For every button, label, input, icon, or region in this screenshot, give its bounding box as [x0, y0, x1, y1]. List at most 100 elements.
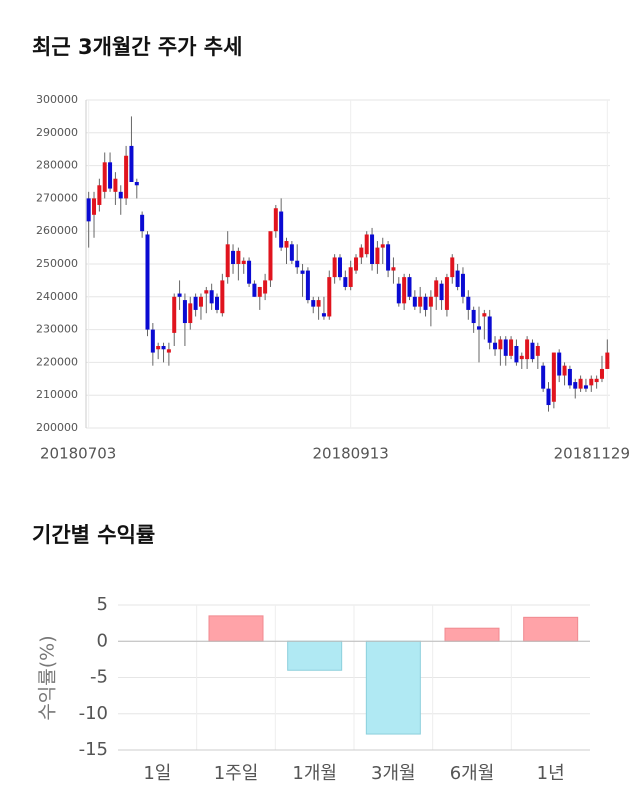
candle-body [220, 280, 225, 314]
candle-body [573, 382, 578, 389]
candle-body [439, 283, 444, 301]
candle-body [460, 273, 465, 297]
candle-body [215, 296, 219, 310]
candle-body [86, 198, 91, 222]
candle-body [204, 290, 209, 294]
candle-body [311, 300, 316, 307]
candle-body [471, 309, 476, 324]
candle-body [482, 313, 487, 317]
candle-body [321, 313, 326, 317]
candle-body [198, 296, 203, 307]
x-tick-label: 20180703 [40, 445, 116, 463]
candle-body [188, 303, 193, 324]
candle-body [396, 283, 401, 304]
y-tick-label: 260000 [36, 224, 78, 237]
candle-body [519, 355, 524, 360]
candle-body [343, 277, 348, 287]
candle-body [337, 257, 342, 278]
y-tick-label: 290000 [36, 126, 78, 139]
candle-body [113, 178, 118, 192]
candle-body [161, 346, 166, 350]
candle-body [498, 339, 503, 350]
candle-body [541, 365, 546, 389]
x-tick-label: 1주일 [214, 763, 259, 784]
candle-body [305, 270, 310, 301]
x-tick-label: 1개월 [292, 763, 337, 784]
candle-body [493, 342, 498, 350]
candle-body [134, 182, 139, 186]
candle-body [551, 352, 556, 402]
candle-body [252, 283, 257, 297]
candle-body [503, 339, 508, 356]
candle-body [589, 378, 594, 386]
candle-body [327, 277, 332, 317]
candle-body [530, 342, 535, 360]
candle-body [562, 365, 567, 376]
y-tick-label: 220000 [36, 355, 78, 368]
chart-title: 최근 3개월간 주가 추세 [32, 35, 242, 59]
candle-body [391, 267, 396, 271]
candle-body [97, 185, 102, 205]
y-tick-label: -5 [90, 667, 108, 688]
y-tick-label: -10 [79, 703, 108, 724]
candle-body [557, 352, 562, 376]
candle-body [247, 260, 252, 284]
bar [444, 627, 500, 642]
candle-body [140, 214, 145, 232]
candle-body [578, 378, 583, 389]
candle-body [257, 286, 262, 297]
candle-body [284, 241, 289, 248]
candle-body [455, 270, 460, 287]
y-tick-label: 280000 [36, 159, 78, 172]
candle-body [380, 244, 385, 248]
candle-body [295, 260, 300, 268]
candle-body [225, 244, 230, 278]
candle-body [156, 346, 161, 350]
candle-body [434, 280, 439, 297]
candle-body [370, 234, 375, 264]
candle-body [386, 244, 391, 271]
y-tick-label: 200000 [36, 421, 78, 434]
candle-body [546, 388, 551, 406]
candle-body [354, 257, 359, 271]
candle-body [466, 296, 471, 310]
candle-body [124, 155, 129, 199]
candle-body [359, 247, 364, 258]
candle-body [418, 296, 423, 307]
y-tick-label: 240000 [36, 290, 78, 303]
x-tick-label: 1일 [143, 763, 171, 784]
candle-body [129, 145, 134, 182]
y-tick-label: 230000 [36, 323, 78, 336]
candle-body [412, 296, 417, 307]
candle-body [316, 300, 321, 307]
candle-body [300, 270, 305, 274]
candle-body [118, 191, 123, 199]
candle-body [509, 339, 514, 356]
candle-body [102, 162, 107, 192]
candle-body [525, 339, 530, 360]
x-tick-label: 20181129 [554, 445, 630, 463]
bar [365, 640, 421, 735]
candle-body [193, 296, 198, 310]
candle-body [348, 267, 353, 287]
candle-body [177, 293, 182, 297]
candle-body [172, 296, 177, 333]
candle-body [428, 296, 433, 307]
candle-body [375, 247, 380, 264]
y-tick-label: 210000 [36, 388, 78, 401]
chart-title: 기간별 수익률 [32, 523, 155, 547]
candle-body [166, 349, 171, 353]
candle-body [289, 244, 294, 261]
y-axis-label: 수익률(%) [37, 635, 59, 720]
x-tick-label: 1년 [537, 763, 565, 784]
candle-body [231, 250, 236, 264]
candle-body [182, 300, 187, 324]
candle-body [150, 329, 155, 353]
candle-body [477, 326, 481, 330]
y-tick-label: 300000 [36, 93, 78, 106]
candle-body [332, 257, 337, 278]
candle-body [145, 234, 150, 330]
candle-body [423, 296, 428, 310]
candle-body [92, 198, 97, 215]
